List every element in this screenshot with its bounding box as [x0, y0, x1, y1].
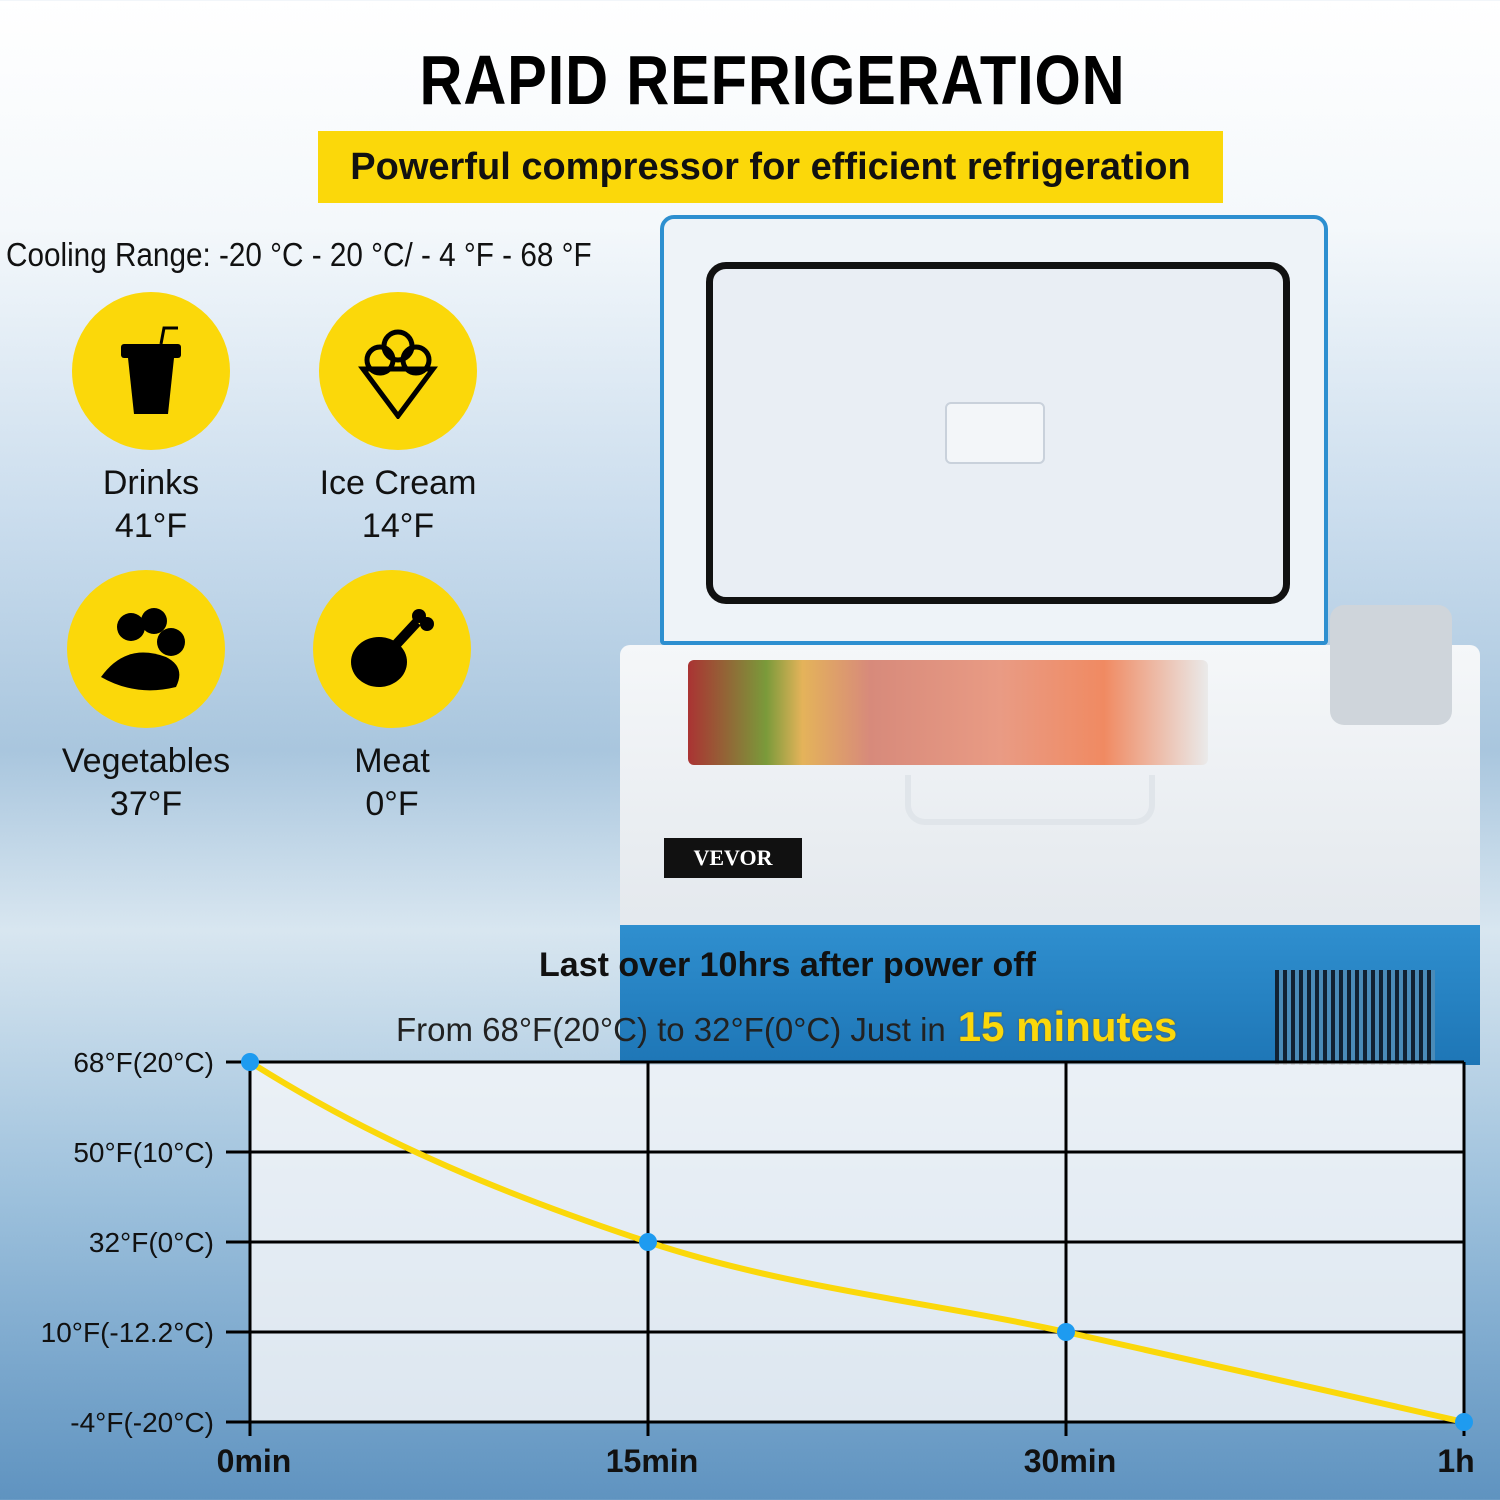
vegetables-icon: [101, 607, 185, 690]
y-tick-label: 50°F(10°C): [73, 1137, 214, 1168]
category-meat: Meat 0°F: [272, 570, 512, 826]
fridge-handle: [905, 775, 1155, 825]
brand-logo: VEVOR: [664, 838, 802, 878]
y-tick-label: 32°F(0°C): [89, 1227, 214, 1258]
data-point: [1455, 1413, 1473, 1431]
x-tick-label: 0min: [217, 1443, 292, 1479]
y-tick-label: -4°F(-20°C): [70, 1407, 214, 1438]
cooling-range: Cooling Range: -20 °C - 20 °C/ - 4 °F - …: [6, 236, 592, 273]
subtitle: Powerful compressor for efficient refrig…: [350, 145, 1191, 188]
drink-cup-icon: [121, 326, 181, 414]
chicken-leg-icon: [351, 609, 434, 687]
data-point: [639, 1233, 657, 1251]
category-vegetables: Vegetables 37°F: [26, 570, 266, 826]
food-image: [688, 660, 1208, 765]
category-ice-cream: Ice Cream 14°F: [278, 292, 518, 548]
y-tick-label: 68°F(20°C): [73, 1047, 214, 1078]
data-point: [1057, 1323, 1075, 1341]
x-tick-label: 15min: [606, 1443, 698, 1479]
chart-subheadline: From 68°F(20°C) to 32°F(0°C) Just in 15 m…: [396, 1003, 1178, 1050]
y-tick-label: 10°F(-12.2°C): [41, 1317, 214, 1348]
x-tick-label: 1h: [1437, 1443, 1474, 1479]
data-point: [241, 1053, 259, 1071]
series-line: [248, 1059, 1465, 1425]
vent-grille: [1275, 970, 1435, 1065]
page-title: RAPID REFRIGERATION: [419, 41, 1126, 119]
control-panel: [1330, 605, 1452, 725]
lid-knob: [945, 402, 1045, 464]
x-tick-label: 30min: [1024, 1443, 1116, 1479]
subtitle-banner: Powerful compressor for efficient refrig…: [318, 131, 1223, 203]
chart-headline: Last over 10hrs after power off: [539, 946, 1036, 984]
ice-cream-icon: [358, 329, 438, 419]
category-drinks: Drinks 41°F: [31, 292, 271, 548]
highlight-time: 15 minutes: [957, 1003, 1178, 1050]
